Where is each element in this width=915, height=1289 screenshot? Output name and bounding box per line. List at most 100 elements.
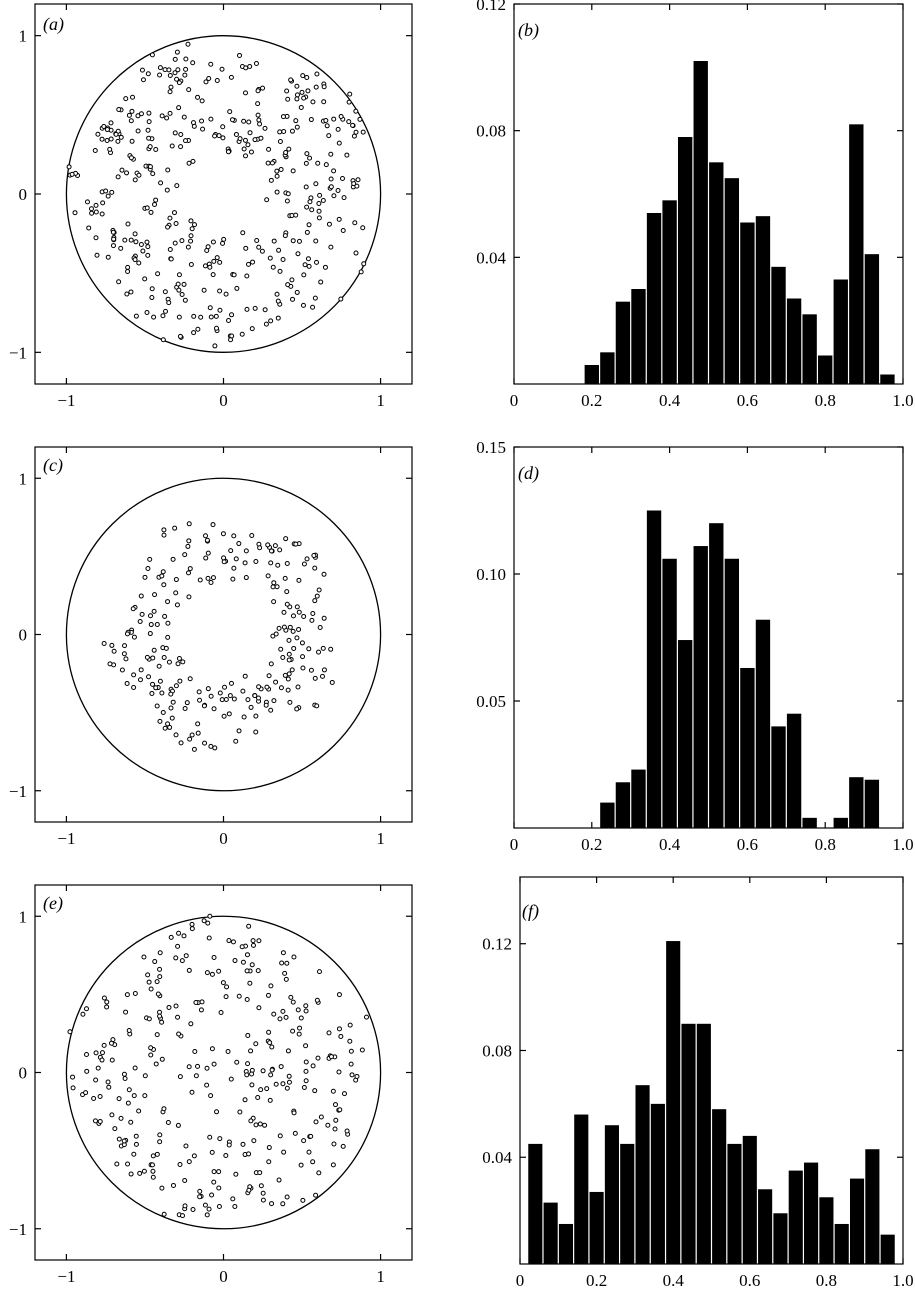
panel-1-point [145,71,151,77]
panel-5-point [232,1204,238,1210]
panel-1-point [199,98,205,104]
panel-5-point [332,1126,338,1132]
panel-4-x-tick-label: 0 [510,835,519,854]
panel-5-point [301,1085,307,1091]
panel-1-point [220,124,226,130]
panel-5-point [153,1061,159,1067]
panel-5-point [284,960,290,966]
panel-3-point [153,685,159,691]
panel-6-bar [865,1149,880,1264]
panel-5-point [253,1041,259,1047]
panel-3-point [312,565,318,571]
panel-3-point [281,609,287,615]
panel-3-point [276,625,282,631]
panel-1-point [192,222,198,228]
panel-5-point [306,1149,312,1155]
panel-1-point [301,272,307,278]
panel-4-y-tick-label: 0.15 [476,438,506,457]
panel-5-point [104,1004,110,1010]
panel-1-point [278,166,284,172]
panel-5-point [183,1143,189,1149]
panel-6-x-tick-label: 1.0 [892,1271,913,1289]
panel-2-bar [600,352,615,384]
panel-5-point [211,1169,217,1175]
panel-4-x-tick-label: 0.8 [815,835,836,854]
panel-1-point [140,248,146,254]
panel-5-point [159,1056,165,1062]
panel-1-point [274,189,280,195]
panel-3-point [107,661,113,667]
panel-5-y-tick-label: −1 [9,1220,27,1239]
panel-3-point [316,649,322,655]
panel-5-point [122,1075,128,1081]
panel-5-point [116,1136,122,1142]
panel-1-point [346,119,352,125]
panel-1-point [152,201,158,207]
panel-3-point [284,589,290,595]
panel-1-point [109,189,115,195]
panel-4-bar [709,523,724,828]
panel-4-bar [693,546,708,828]
panel-3-point [208,743,214,749]
panel-5-point [354,1073,360,1079]
panel-1-point [271,238,277,244]
panel-5-point [141,1168,147,1174]
panel-5-point [197,1194,203,1200]
panel-5-x-tick-label: −1 [57,1267,75,1286]
panel-1-point [206,76,212,82]
panel-1-point [350,122,356,128]
panel-1-point [144,309,150,315]
panel-1-point [130,94,136,100]
panel-5-point [325,1122,331,1128]
panel-5-point [175,1014,181,1020]
panel-5-point [105,1079,111,1085]
panel-3-point [173,683,179,689]
panel-3-point [294,706,300,712]
panel-3-point [299,640,305,646]
panel-1-point [361,261,367,267]
panel-3-point [285,687,291,693]
panel-5-point [260,1190,266,1196]
panel-5-point [280,950,286,956]
panel-4-y-tick-label: 0.05 [476,692,506,711]
panel-4-bar [646,510,662,828]
panel-5-point [303,1008,309,1014]
panel-1-point [164,115,170,121]
panel-3-point [147,556,153,562]
panel-5-point [142,1073,148,1079]
panel-3-point [308,667,314,673]
panel-5-point [316,969,322,975]
panel-3-point [252,693,258,699]
panel-1-point [276,247,282,253]
panel-5-point [157,1013,163,1019]
panel-3-point [170,699,176,705]
panel-3-point [119,667,125,673]
panel-1-point [108,136,114,142]
panel-3-point [241,714,247,720]
panel-6-bar [788,1170,803,1264]
panel-3-point [300,665,306,671]
panel-5-point [249,962,255,968]
panel-2-frame [513,3,904,385]
panel-5-point [189,926,195,932]
panel-2-bar [771,266,786,384]
panel-4-frame [513,446,904,829]
panel-3-point [249,532,255,538]
panel-1-point [188,233,194,239]
panel-3-point [195,721,201,727]
panel-5-point [303,1043,309,1049]
panel-5-point [336,1069,342,1075]
panel-5-x-tick-label: 1 [376,1267,385,1286]
panel-5-point [297,1025,303,1031]
panel-1-point [308,117,314,123]
panel-5-point [95,1065,101,1071]
panel-5-point [232,958,238,964]
panel-5-point [141,954,147,960]
panel-3-point [304,556,310,562]
panel-3-point [165,634,171,640]
panel-1-point [108,120,114,126]
panel-4-bar [615,782,631,828]
panel-5-point [67,1029,73,1035]
panel-1-point [233,131,239,137]
panel-1-point [104,138,110,144]
